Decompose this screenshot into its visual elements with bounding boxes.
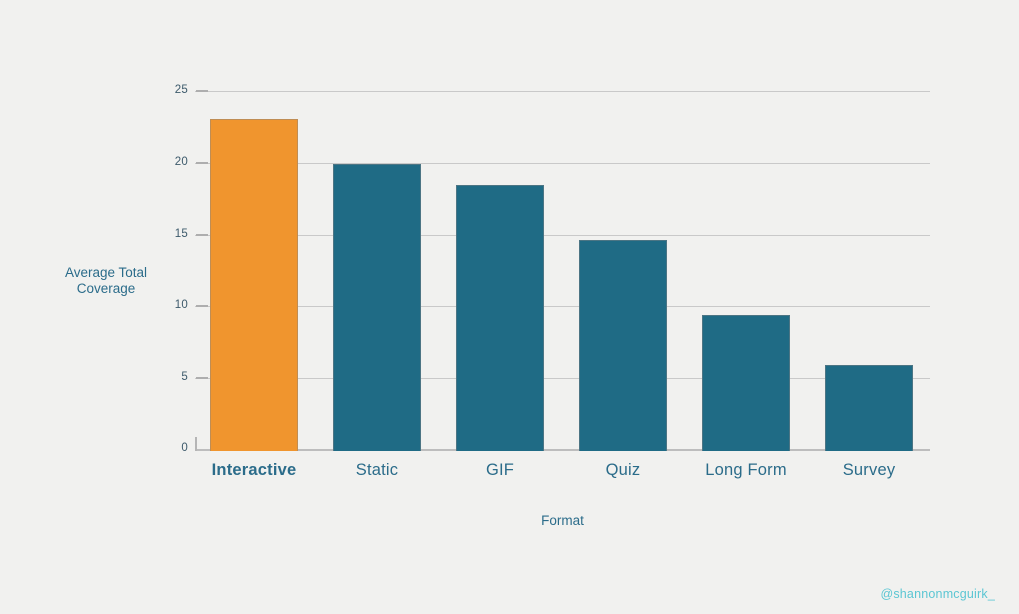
bar-survey[interactable] xyxy=(825,364,913,451)
gridline-y-10: 10 xyxy=(175,299,930,311)
gridline-y-25: 25 xyxy=(175,84,930,96)
bars-container xyxy=(195,92,930,451)
y-tick-label-10: 10 xyxy=(174,299,188,312)
y-axis-corner-tick xyxy=(195,437,197,451)
bar-interactive[interactable] xyxy=(210,119,298,451)
y-tick-label-15: 15 xyxy=(174,227,188,240)
category-label-interactive: Interactive xyxy=(211,461,297,479)
y-tick-label-0: 0 xyxy=(181,442,188,454)
y-tick-mark-15 xyxy=(196,233,208,236)
x-axis-title: Format xyxy=(541,513,584,528)
bar-long-form[interactable] xyxy=(702,314,790,451)
category-label-survey: Survey xyxy=(842,461,896,479)
gridline-y-20: 20 xyxy=(175,156,930,168)
y-tick-mark-5 xyxy=(196,377,208,380)
gridline-y-5: 5 xyxy=(181,371,930,383)
attribution-handle: @shannonmcguirk_ xyxy=(880,587,995,601)
y-tick-label-25: 25 xyxy=(174,84,188,96)
x-axis-baseline: 0 xyxy=(181,442,930,454)
plot-area: 0 5 10 15 20 25 xyxy=(175,84,930,454)
category-label-long-form: Long Form xyxy=(705,461,787,479)
bar-quiz[interactable] xyxy=(579,239,667,451)
y-tick-mark-20 xyxy=(196,161,208,164)
x-axis-category-labels: Interactive Static GIF Quiz Long Form Survey xyxy=(195,461,930,480)
category-label-gif: GIF xyxy=(485,461,515,479)
y-tick-mark-10 xyxy=(196,305,208,308)
y-tick-label-20: 20 xyxy=(174,155,188,168)
y-tick-mark-25 xyxy=(196,90,208,92)
y-tick-label-5: 5 xyxy=(181,371,188,384)
category-label-quiz: Quiz xyxy=(605,461,641,479)
gridline-y-15: 15 xyxy=(175,228,930,240)
bar-static[interactable] xyxy=(333,163,421,451)
bar-gif[interactable] xyxy=(456,185,544,451)
y-axis-title: Average Total Coverage xyxy=(64,265,148,297)
category-label-static: Static xyxy=(355,461,399,479)
